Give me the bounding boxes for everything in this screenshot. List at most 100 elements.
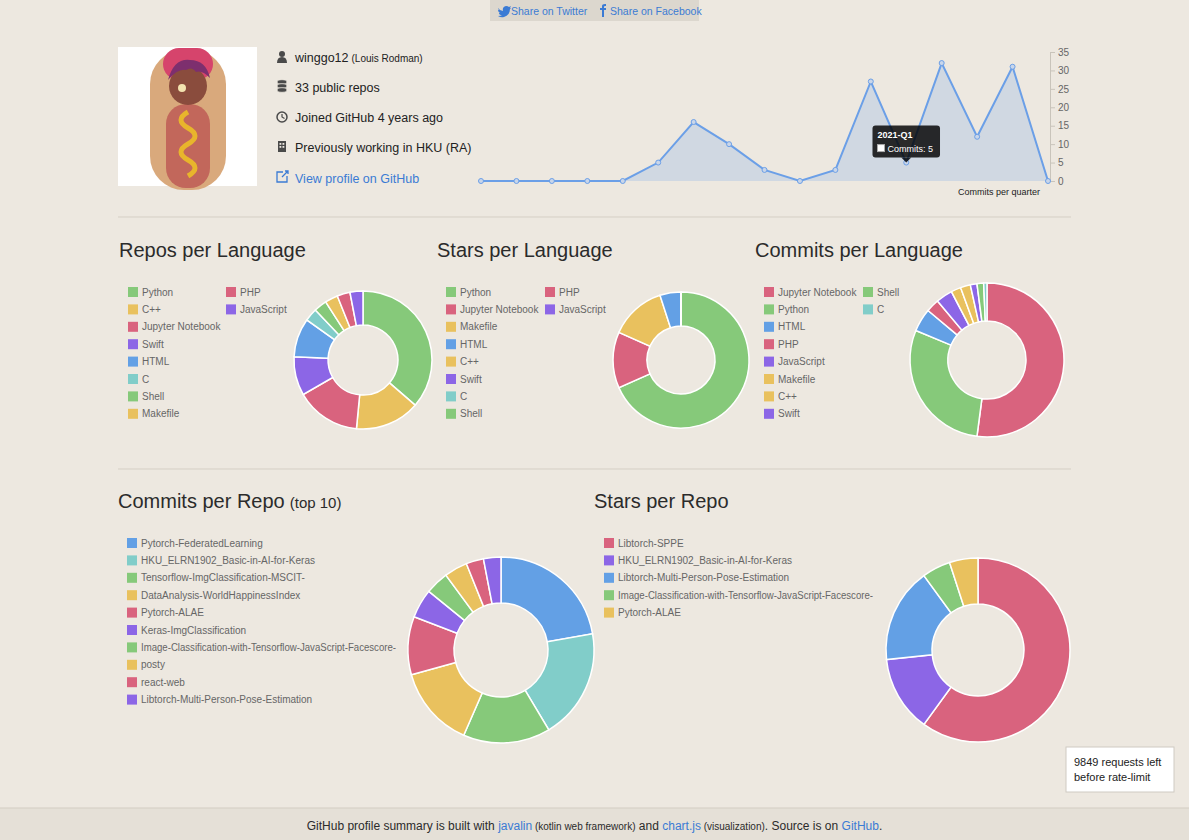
doughnut-chart: Stars per LanguagePythonJupyter Notebook… <box>437 239 749 428</box>
legend-label: HTML <box>778 321 806 332</box>
legend-label: Makefile <box>460 321 498 332</box>
username: winggo12 <box>294 51 349 65</box>
footer-link[interactable]: GitHub <box>842 819 880 833</box>
doughnut-chart: Stars per RepoLibtorch-SPPEHKU_ELRN1902_… <box>594 490 1070 742</box>
legend-label: react-web <box>141 677 185 688</box>
slice[interactable] <box>910 331 982 437</box>
point[interactable] <box>514 179 519 184</box>
point[interactable] <box>1046 179 1051 184</box>
slice[interactable] <box>350 291 363 326</box>
slice[interactable] <box>984 283 987 321</box>
legend-label: Python <box>142 287 173 298</box>
point[interactable] <box>833 167 838 172</box>
point[interactable] <box>585 179 590 184</box>
slice[interactable] <box>950 558 978 606</box>
legend-swatch <box>764 409 774 419</box>
avatar-hair <box>168 60 210 80</box>
doughnut-chart: Commits per LanguageJupyter NotebookPyth… <box>755 239 1064 437</box>
point[interactable] <box>691 120 696 125</box>
title: Stars per Repo <box>594 490 729 512</box>
slice[interactable] <box>294 357 333 395</box>
title: Commits per Repo <box>118 490 285 512</box>
rate-limit-count: 9849 <box>1074 756 1098 768</box>
slice[interactable] <box>887 655 951 725</box>
point[interactable] <box>1010 64 1015 69</box>
tick-mark <box>1050 70 1055 71</box>
point[interactable] <box>975 134 980 139</box>
profile-name: winggo12(Louis Rodman) <box>294 51 423 65</box>
legend-swatch <box>128 339 138 349</box>
point[interactable] <box>797 179 802 184</box>
slice[interactable] <box>924 558 1070 742</box>
share-link[interactable]: Share on Twitter <box>511 5 588 17</box>
tick-label: 30 <box>1058 65 1070 76</box>
slice[interactable] <box>680 292 682 326</box>
y-axis: 05101520253035 <box>1050 47 1070 187</box>
legend-label: Libtorch-Multi-Person-Pose-Estimation <box>618 572 789 583</box>
point[interactable] <box>939 61 944 66</box>
slice[interactable] <box>680 292 682 326</box>
chart-title: Repos per Language <box>119 239 306 261</box>
legend-swatch <box>226 287 236 297</box>
legend-swatch <box>127 573 137 583</box>
legend-swatch <box>127 660 137 670</box>
legend-swatch <box>128 409 138 419</box>
legend-label: JavaScript <box>240 304 287 315</box>
slice[interactable] <box>977 283 1064 437</box>
avatar-eye <box>178 84 186 92</box>
legend-label: PHP <box>559 287 580 298</box>
slice[interactable] <box>680 292 682 326</box>
footer-text: GitHub profile summary is built with <box>307 819 498 833</box>
legend-label: C++ <box>142 304 161 315</box>
legend-swatch <box>446 357 456 367</box>
legend-swatch <box>604 590 614 600</box>
legend-label: Makefile <box>142 408 180 419</box>
footer-link[interactable]: chart.js <box>662 819 701 833</box>
slice[interactable] <box>660 292 681 328</box>
legend-swatch <box>545 287 555 297</box>
slice[interactable] <box>356 383 415 429</box>
slice[interactable] <box>483 557 501 604</box>
point[interactable] <box>762 167 767 172</box>
legend-swatch <box>128 287 138 297</box>
legend-swatch <box>764 374 774 384</box>
slice[interactable] <box>680 292 682 326</box>
legend-label: Python <box>460 287 491 298</box>
plot-area <box>910 283 1064 437</box>
tick: 25 <box>1050 84 1070 95</box>
profile-repos: 33 public repos <box>295 81 380 95</box>
share-link[interactable]: Share on Facebook <box>610 5 702 17</box>
legend-swatch <box>446 304 456 314</box>
footer-link[interactable]: javalin <box>497 819 532 833</box>
legend-label: Makefile <box>778 374 816 385</box>
slice[interactable] <box>501 557 593 642</box>
slice[interactable] <box>680 292 682 326</box>
point[interactable] <box>656 160 661 165</box>
icon <box>277 57 287 63</box>
legend-label: posty <box>141 659 165 670</box>
point[interactable] <box>479 179 484 184</box>
point[interactable] <box>549 179 554 184</box>
tick: 5 <box>1050 157 1064 168</box>
icon <box>279 51 285 57</box>
slice[interactable] <box>411 663 482 736</box>
icon <box>277 172 287 182</box>
legend-swatch <box>764 322 774 332</box>
axis-title: Commits per quarter <box>958 187 1040 197</box>
profile-link[interactable]: View profile on GitHub <box>295 172 419 186</box>
point[interactable] <box>727 142 732 147</box>
point[interactable] <box>620 179 625 184</box>
tooltip-caret <box>901 158 911 163</box>
legend-swatch <box>127 677 137 687</box>
slice[interactable] <box>680 292 682 326</box>
legend-swatch <box>128 374 138 384</box>
point[interactable] <box>868 79 873 84</box>
legend-swatch <box>127 538 137 548</box>
icon <box>277 88 287 93</box>
legend-label: C++ <box>460 356 479 367</box>
legend-swatch <box>604 608 614 618</box>
real-name: (Louis Rodman) <box>352 53 423 64</box>
slice[interactable] <box>363 291 432 405</box>
legend-label: C <box>877 304 884 315</box>
avatar-mustard <box>181 112 195 176</box>
